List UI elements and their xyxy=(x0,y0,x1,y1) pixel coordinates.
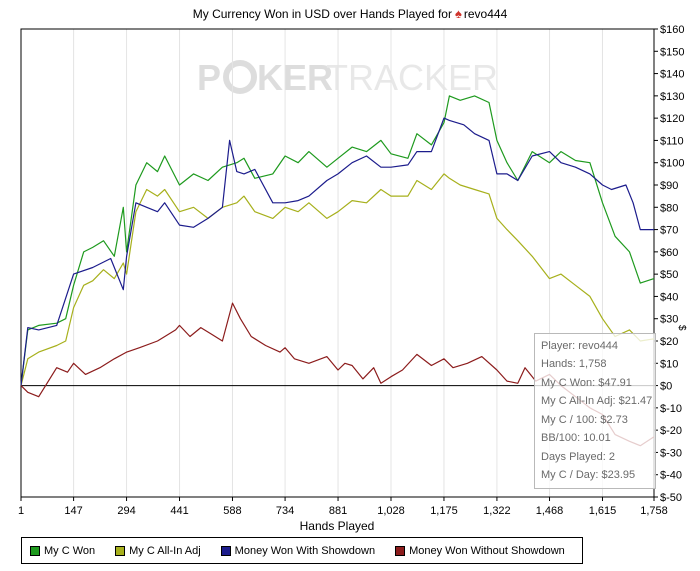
tooltip-bb100: BB/100: 10.01 xyxy=(541,432,611,444)
legend-label: Money Won With Showdown xyxy=(234,544,376,557)
y-tick-label: $150 xyxy=(660,46,684,58)
x-tick-label: 1,615 xyxy=(589,505,617,517)
tooltip-per100: My C / 100: $2.73 xyxy=(541,414,628,426)
x-tick-label: 294 xyxy=(117,505,135,517)
x-tick-label: 588 xyxy=(223,505,241,517)
legend-item-my-c-won[interactable]: My C Won xyxy=(30,545,95,557)
spade-icon: ♠ xyxy=(454,6,462,21)
y-tick-label: $130 xyxy=(660,91,684,103)
legend-item-all-in-adj[interactable]: My C All-In Adj xyxy=(115,545,201,557)
watermark-chip-icon xyxy=(223,60,257,94)
y-tick-label: $110 xyxy=(660,135,684,147)
tooltip-won: My C Won: $47.91 xyxy=(541,377,632,389)
y-tick-label: $120 xyxy=(660,113,684,125)
x-tick-label: 147 xyxy=(64,505,82,517)
legend-label: My C Won xyxy=(44,544,96,557)
legend-label: Money Won Without Showdown xyxy=(409,544,565,557)
y-tick-label: $30 xyxy=(660,314,678,326)
y-tick-label: $60 xyxy=(660,247,678,259)
watermark-text-ker: KER xyxy=(257,57,333,98)
title-prefix: My Currency Won in USD over Hands Played… xyxy=(192,7,452,21)
y-tick-label: $100 xyxy=(660,158,684,170)
player-name: revo444 xyxy=(463,7,508,21)
tooltip-player: Player: revo444 xyxy=(541,340,619,352)
x-tick-label: 1,468 xyxy=(536,505,564,517)
x-tick-label: 1,322 xyxy=(483,505,511,517)
y-tick-label: $-50 xyxy=(660,492,682,504)
tooltip-days: Days Played: 2 xyxy=(541,451,615,463)
x-tick-label: 1,028 xyxy=(377,505,405,517)
y-tick-label: $140 xyxy=(660,69,684,81)
legend-swatch xyxy=(115,545,126,556)
series-line-my-c-won xyxy=(20,95,655,386)
plot-area xyxy=(20,28,655,498)
legend-swatch xyxy=(220,545,231,556)
x-tick-label: 441 xyxy=(170,505,188,517)
chart-legend: My C Won My C All-In Adj Money Won With … xyxy=(21,537,583,564)
x-tick-label: 734 xyxy=(276,505,294,517)
x-axis-label: Hands Played xyxy=(300,519,375,533)
x-tick-label: 1 xyxy=(18,505,24,517)
y-tick-label: $-10 xyxy=(660,403,682,415)
series-line-my-c-all-in-adj xyxy=(20,173,655,386)
y-tick-label: $-20 xyxy=(660,425,682,437)
legend-item-non-showdown[interactable]: Money Won Without Showdown xyxy=(395,545,565,557)
pokertracker-watermark: P KER TRACKER xyxy=(197,57,498,98)
tooltip-hands: Hands: 1,758 xyxy=(541,358,607,370)
y-tick-label: $10 xyxy=(660,358,678,370)
y-tick-label: $50 xyxy=(660,269,678,281)
watermark-letter-p: P xyxy=(197,57,221,98)
y-tick-label: $-40 xyxy=(660,470,682,482)
legend-swatch xyxy=(395,545,406,556)
chart-title: My Currency Won in USD over Hands Played… xyxy=(0,6,700,21)
x-tick-label: 881 xyxy=(329,505,347,517)
stats-tooltip: Player: revo444 Hands: 1,758 My C Won: $… xyxy=(534,333,656,489)
x-tick-label: 1,758 xyxy=(640,505,668,517)
watermark-text-tracker: TRACKER xyxy=(326,57,498,98)
y-tick-label: $80 xyxy=(660,202,678,214)
legend-item-showdown[interactable]: Money Won With Showdown xyxy=(220,544,376,557)
y-tick-label: $0 xyxy=(660,381,672,393)
y-tick-label: $20 xyxy=(660,336,678,348)
series-line-money-won-with-showdown xyxy=(20,117,654,386)
y-tick-label: $160 xyxy=(660,24,684,36)
x-tick-label: 1,175 xyxy=(430,505,458,517)
y-tick-label: $90 xyxy=(660,180,678,192)
y-tick-label: $40 xyxy=(660,291,678,303)
legend-swatch xyxy=(30,545,40,556)
y-tick-label: $-30 xyxy=(660,447,682,459)
y-axis-label: $ xyxy=(676,325,687,331)
y-tick-label: $70 xyxy=(660,225,678,237)
tooltip-allin: My C All-In Adj: $21.47 xyxy=(541,395,653,407)
tooltip-perday: My C / Day: $23.95 xyxy=(541,469,636,481)
legend-label: My C All-In Adj xyxy=(129,544,201,557)
